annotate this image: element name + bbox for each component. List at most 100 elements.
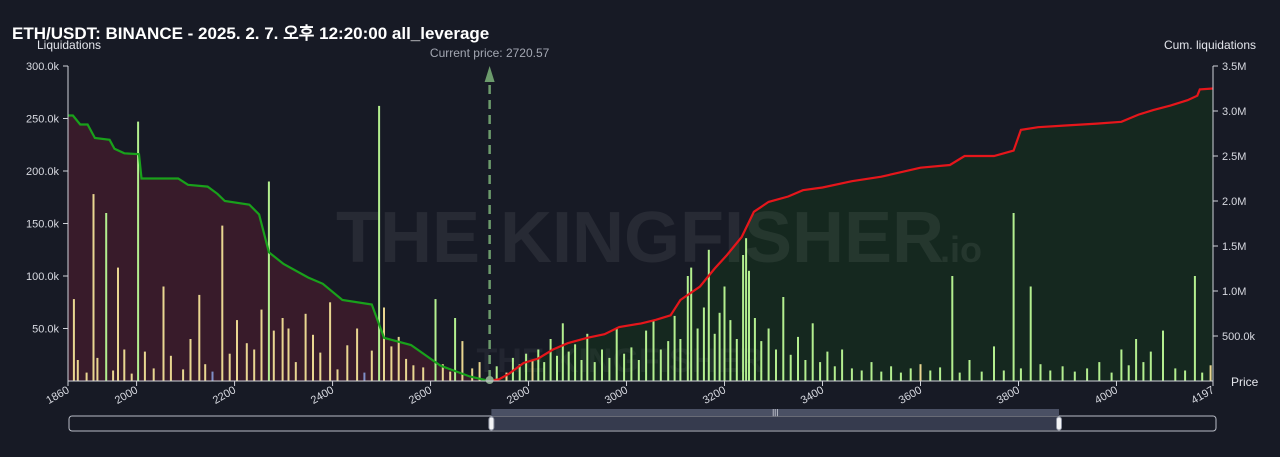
- liquidation-bar: [1029, 286, 1032, 381]
- liquidation-bar: [729, 320, 732, 381]
- liquidation-bar: [713, 333, 716, 382]
- liquidation-bar: [294, 362, 297, 381]
- liquidation-bar: [336, 369, 339, 381]
- liquidation-bar: [615, 328, 618, 381]
- liquidation-bar: [253, 349, 256, 381]
- liquidation-bar: [980, 371, 983, 381]
- liquidation-bar: [1149, 351, 1152, 381]
- liquidation-bar: [735, 339, 738, 381]
- liquidation-bar: [1193, 276, 1196, 381]
- liquidation-bar: [753, 318, 756, 381]
- liquidation-bar: [383, 307, 385, 381]
- liquidation-bar: [169, 355, 172, 381]
- y2-tick-label: 1.5M: [1222, 241, 1246, 253]
- liquidation-bar: [637, 360, 640, 381]
- liquidation-bar: [909, 368, 912, 381]
- liquidation-bar: [72, 299, 75, 381]
- liquidation-bar: [92, 194, 95, 381]
- x-tick-label: 2800: [505, 384, 532, 407]
- liquidation-bar: [319, 352, 322, 381]
- liquidation-bar: [1201, 372, 1204, 381]
- liquidation-bar: [690, 267, 693, 381]
- watermark-brand-small: THE KINGFISHER: [476, 342, 763, 380]
- liquidation-bar: [630, 347, 633, 381]
- liquidation-bar: [574, 344, 577, 382]
- liquidation-bar: [281, 318, 284, 381]
- liquidation-bar: [601, 349, 603, 381]
- liquidation-bar: [471, 368, 474, 381]
- short-cumulative-line: [68, 114, 490, 383]
- liquidation-bar: [495, 366, 498, 381]
- liquidation-bar: [204, 364, 207, 381]
- x-tick-label: 2600: [407, 384, 434, 407]
- liquidation-bar: [567, 351, 570, 381]
- liquidation-bar: [260, 309, 263, 381]
- liquidation-bar: [1142, 362, 1145, 381]
- liquidation-bar: [775, 349, 777, 381]
- watermark-suffix: .io: [940, 229, 982, 270]
- liquidation-bar: [702, 307, 705, 381]
- liquidation-bar: [312, 334, 314, 381]
- liquidation-bar: [137, 121, 140, 381]
- y2-tick-label: 500.0k: [1222, 331, 1256, 343]
- liquidation-bar: [356, 328, 359, 381]
- liquidation-bar: [1019, 368, 1022, 381]
- liquidation-bar: [1120, 349, 1123, 381]
- liquidation-bar: [718, 312, 721, 382]
- liquidation-bar: [890, 366, 893, 381]
- liquidation-bar: [405, 358, 408, 381]
- liquidation-bar: [767, 328, 770, 381]
- liquidation-bar: [189, 339, 192, 381]
- y2-tick-label: 1.0M: [1222, 286, 1246, 298]
- liquidation-bar: [667, 341, 670, 381]
- navigator-handle-right[interactable]: [1056, 416, 1062, 431]
- liquidation-bar: [580, 360, 583, 381]
- chart-title: ETH/USDT: BINANCE - 2025. 2. 7. 오후 12:20…: [12, 24, 490, 43]
- liquidation-bar: [112, 370, 115, 381]
- liquidation-bar: [939, 367, 942, 381]
- short-cumulative-area: [68, 115, 490, 381]
- x-tick-label: 1860: [44, 384, 71, 407]
- liquidation-bar: [412, 365, 415, 382]
- liquidation-bar: [221, 225, 224, 381]
- navigator-handle-left[interactable]: [488, 416, 495, 431]
- liquidation-bar: [245, 343, 248, 381]
- y-tick-label: 100.0k: [26, 271, 60, 283]
- liquidation-bar: [841, 349, 844, 381]
- liquidation-bar: [85, 372, 88, 381]
- x-tick-label: 3600: [897, 384, 924, 407]
- liquidation-bar: [608, 357, 611, 381]
- liquidation-bar: [422, 367, 425, 381]
- liquidation-bar: [378, 105, 381, 382]
- long-cumulative-area: [489, 88, 1213, 381]
- liquidation-bar: [1039, 364, 1042, 381]
- liquidation-bar: [537, 349, 540, 381]
- liquidation-bar: [645, 330, 648, 381]
- y2-tick-label: 2.0M: [1222, 196, 1246, 208]
- long-cumulative-line: [489, 87, 1214, 383]
- y-tick-label: 150.0k: [26, 219, 60, 231]
- liquidation-bar: [346, 345, 349, 381]
- current-price-arrow: [484, 66, 495, 82]
- liquidation-bar: [819, 362, 822, 381]
- y2-tick-label: 2.5M: [1222, 151, 1246, 163]
- navigator-selection: [491, 417, 1059, 430]
- liquidation-bar: [236, 320, 238, 381]
- liquidation-bar: [1073, 371, 1076, 381]
- liquidation-bar: [518, 364, 521, 381]
- liquidation-bar: [850, 368, 853, 381]
- y-tick-label: 300.0k: [26, 61, 60, 73]
- x-axis-title: Price: [1231, 375, 1259, 389]
- liquidation-bar: [117, 267, 119, 381]
- liquidation-bar: [1174, 368, 1177, 381]
- liquidation-bar: [561, 323, 564, 382]
- liquidation-bar: [287, 328, 290, 381]
- y2-tick-label: 3.5M: [1222, 61, 1246, 73]
- liquidation-bar: [742, 255, 745, 381]
- current-price-dot: [485, 376, 494, 384]
- liquidation-bar: [304, 313, 307, 381]
- liquidation-bar: [811, 323, 814, 382]
- liquidation-bar: [586, 333, 589, 382]
- liquidation-bar: [1098, 362, 1101, 381]
- liquidation-bar: [1012, 213, 1015, 381]
